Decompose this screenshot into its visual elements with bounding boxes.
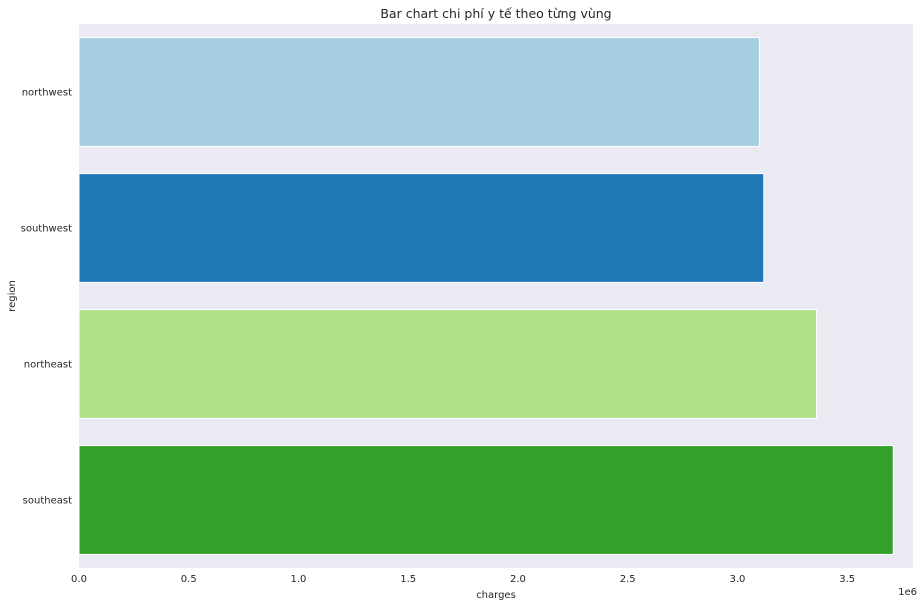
bar-southwest [78, 173, 765, 283]
x-tick-label: 3.5 [839, 574, 855, 585]
x-axis-label: charges [476, 590, 516, 601]
bar-northwest [78, 37, 760, 147]
y-tick-labels: northwest southwest northeast southeast [21, 88, 72, 507]
x-tick-labels: 0.0 0.5 1.0 1.5 2.0 2.5 3.0 3.5 [71, 574, 855, 585]
x-tick-label: 2.0 [510, 574, 526, 585]
y-tick-label-southwest: southwest [21, 224, 72, 235]
bar-southeast [78, 445, 894, 555]
y-axis-label: region [7, 280, 18, 312]
y-tick-label-northeast: northeast [24, 360, 72, 371]
x-tick-label: 1.5 [400, 574, 416, 585]
x-tick-label: 0.5 [181, 574, 197, 585]
x-tick-label: 0.0 [71, 574, 87, 585]
x-tick-label: 2.5 [620, 574, 636, 585]
x-tick-label: 3.0 [729, 574, 745, 585]
x-axis-scale-label: 1e6 [898, 587, 917, 598]
x-tick-label: 1.0 [291, 574, 307, 585]
chart-title: Bar chart chi phí y tế theo từng vùng [380, 6, 611, 21]
y-tick-label-southeast: southeast [23, 496, 72, 507]
bars-group [78, 37, 894, 555]
y-tick-label-northwest: northwest [22, 88, 72, 99]
bar-northeast [78, 309, 817, 419]
